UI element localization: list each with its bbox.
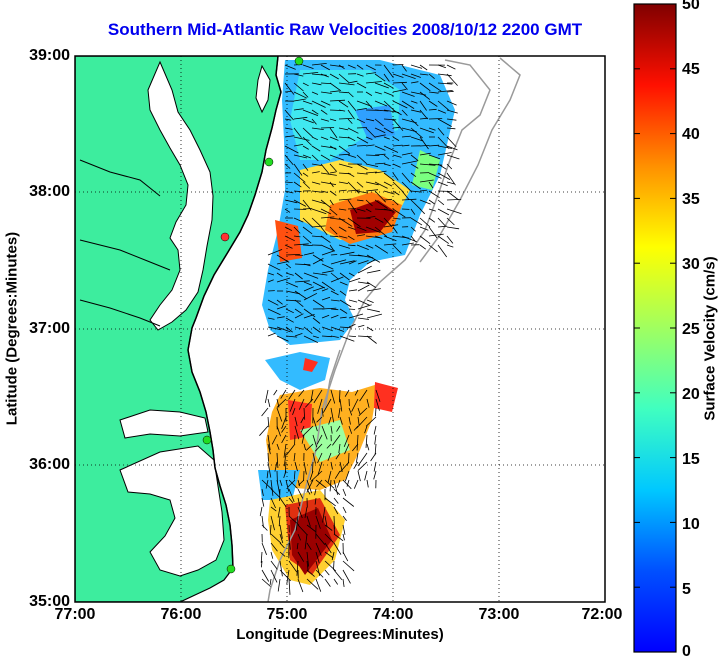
velocity-arrow bbox=[268, 453, 269, 462]
colorbar-tick-label: 10 bbox=[682, 516, 700, 534]
colorbar-tick-label: 25 bbox=[682, 321, 700, 339]
station-marker bbox=[265, 158, 273, 166]
velocity-arrow bbox=[438, 191, 452, 192]
colorbar-tick-label: 0 bbox=[682, 643, 691, 661]
colorbar-tick-label: 50 bbox=[682, 0, 700, 14]
velocity-arrow bbox=[357, 146, 366, 147]
velocity-arrow bbox=[321, 128, 334, 129]
colorbar-tick-label: 45 bbox=[682, 61, 700, 79]
velocity-arrow bbox=[357, 128, 367, 129]
colorbar-tick-label: 35 bbox=[682, 191, 700, 209]
velocity-arrow bbox=[429, 119, 442, 120]
x-axis-title: Longitude (Degrees:Minutes) bbox=[75, 626, 605, 643]
y-axis-title: Latitude (Degrees:Minutes) bbox=[4, 189, 21, 469]
x-tick-label: 73:00 bbox=[464, 606, 534, 624]
colorbar-tick-label: 5 bbox=[682, 581, 691, 599]
station-marker bbox=[227, 565, 235, 573]
x-tick-label: 77:00 bbox=[40, 606, 110, 624]
station-marker bbox=[203, 436, 211, 444]
velocity-arrow bbox=[348, 209, 356, 210]
station-marker bbox=[295, 57, 303, 65]
x-tick-label: 75:00 bbox=[252, 606, 322, 624]
x-tick-label: 76:00 bbox=[146, 606, 216, 624]
x-tick-label: 74:00 bbox=[358, 606, 428, 624]
colorbar-tick-label: 30 bbox=[682, 256, 700, 274]
velocity-arrow bbox=[334, 561, 335, 570]
colorbar-tick-label: 40 bbox=[682, 126, 700, 144]
station-marker bbox=[221, 233, 229, 241]
velocity-arrow bbox=[331, 255, 337, 256]
colorbar-title: Surface Velocity (cm/s) bbox=[702, 209, 719, 469]
velocity-arrow bbox=[280, 489, 281, 501]
x-tick-label: 72:00 bbox=[567, 606, 637, 624]
velocity-arrow bbox=[349, 309, 355, 310]
colorbar bbox=[634, 4, 676, 652]
y-tick-label: 39:00 bbox=[0, 47, 70, 65]
colorbar-tick-label: 20 bbox=[682, 386, 700, 404]
colorbar-tick-label: 15 bbox=[682, 451, 700, 469]
velocity-arrow bbox=[303, 209, 312, 210]
